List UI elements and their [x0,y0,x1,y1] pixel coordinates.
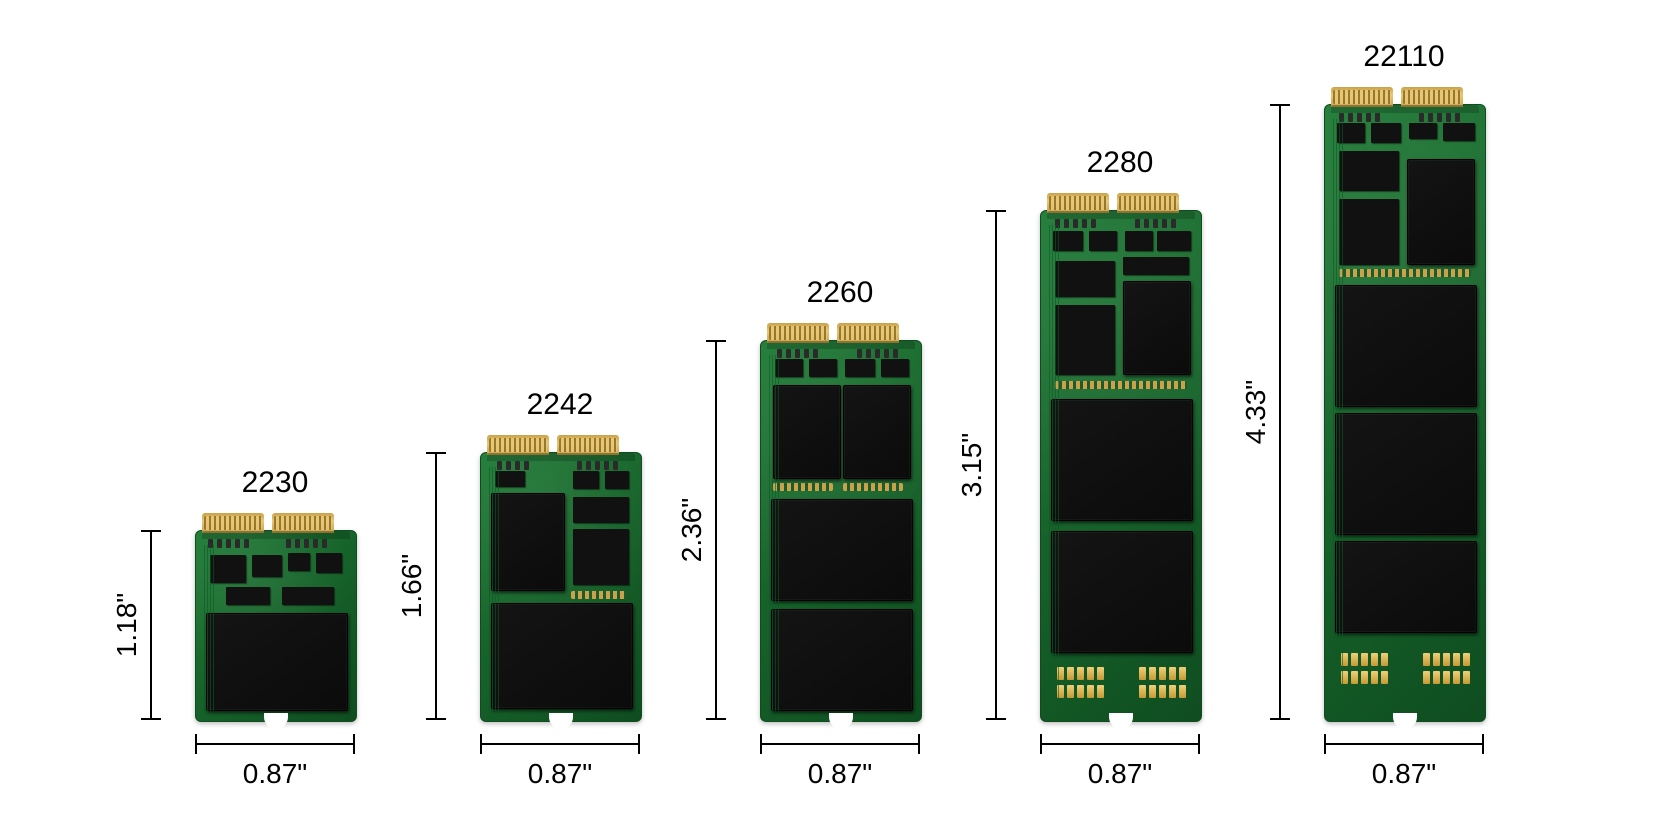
nand-chip-2260-1 [843,385,911,479]
height-dimension-2280: 3.15" [986,210,1006,720]
width-dimension-2242: 0.87" [480,734,640,754]
connector-2260-1 [837,323,899,343]
height-label-22110: 4.33" [1240,380,1272,444]
height-dimension-2242: 1.66" [426,452,446,720]
width-label-22110: 0.87" [1372,758,1436,790]
connector-2230-1 [272,513,334,533]
height-label-2242: 1.66" [396,554,428,618]
ssd-card-2260 [760,340,922,722]
height-label-2260: 2.36" [676,498,708,562]
ssd-card-2242 [480,452,642,722]
ssd-card-2280 [1040,210,1202,722]
width-label-2230: 0.87" [243,758,307,790]
size-title-2280: 2280 [1087,146,1154,180]
nand-chip-2280-0 [1123,281,1191,375]
nand-chip-2280-1 [1051,399,1193,521]
nand-chip-2242-1 [491,603,633,709]
width-dimension-22110: 0.87" [1324,734,1484,754]
nand-chip-22110-1 [1335,285,1477,407]
connector-22110-1 [1401,87,1463,107]
width-label-2260: 0.87" [808,758,872,790]
width-dimension-2280: 0.87" [1040,734,1200,754]
size-title-22110: 22110 [1363,40,1444,74]
connector-2242-0 [487,435,549,455]
nand-chip-2230-0 [206,613,348,711]
height-label-2230: 1.18" [111,593,143,657]
connector-2280-1 [1117,193,1179,213]
connector-2230-0 [202,513,264,533]
connector-2242-1 [557,435,619,455]
height-dimension-22110: 4.33" [1270,104,1290,720]
connector-2260-0 [767,323,829,343]
size-title-2242: 2242 [527,388,594,422]
height-dimension-2230: 1.18" [141,530,161,720]
ssd-card-22110 [1324,104,1486,722]
nand-chip-2260-2 [771,499,913,601]
nand-chip-22110-3 [1335,541,1477,633]
nand-chip-2242-0 [491,493,565,591]
height-label-2280: 3.15" [956,433,988,497]
size-title-2260: 2260 [807,276,874,310]
width-label-2280: 0.87" [1088,758,1152,790]
ssd-card-2230 [195,530,357,722]
height-dimension-2260: 2.36" [706,340,726,720]
width-dimension-2230: 0.87" [195,734,355,754]
size-title-2230: 2230 [242,466,309,500]
width-dimension-2260: 0.87" [760,734,920,754]
connector-2280-0 [1047,193,1109,213]
nand-chip-22110-0 [1407,159,1475,265]
nand-chip-22110-2 [1335,413,1477,535]
width-label-2242: 0.87" [528,758,592,790]
nand-chip-2260-0 [773,385,841,479]
connector-22110-0 [1331,87,1393,107]
nand-chip-2260-3 [771,609,913,711]
nand-chip-2280-2 [1051,531,1193,653]
